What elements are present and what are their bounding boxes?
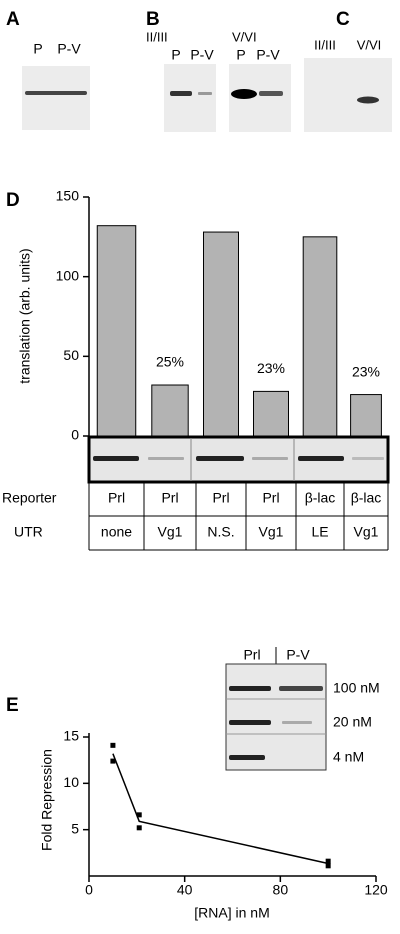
inset-lane-label: P-V xyxy=(286,647,310,663)
panel-label: E xyxy=(6,695,19,716)
point xyxy=(136,825,142,831)
gel-band xyxy=(93,456,139,461)
line xyxy=(112,753,329,865)
gel xyxy=(22,66,90,130)
gel xyxy=(164,64,216,132)
point xyxy=(325,858,331,864)
inset-row-label: 20 nM xyxy=(333,714,372,730)
gel-band xyxy=(279,686,323,691)
table-cell: LE xyxy=(311,524,328,540)
gel-band xyxy=(25,91,87,95)
panel-label: C xyxy=(336,9,350,30)
gel-band xyxy=(170,91,192,96)
table-cell: N.S. xyxy=(207,524,234,540)
x-tick-label: 120 xyxy=(364,882,388,898)
gel-band xyxy=(259,91,283,96)
y-tick-label: 50 xyxy=(63,347,79,363)
point xyxy=(110,758,116,764)
gel-band xyxy=(148,457,184,460)
inset-lane-label: Prl xyxy=(243,647,260,663)
bar xyxy=(302,236,338,437)
lane-label: P xyxy=(33,41,42,57)
gel-band xyxy=(229,755,265,760)
point xyxy=(325,863,331,869)
table-cell: β-lac xyxy=(305,490,336,506)
group-label: II/III xyxy=(146,29,168,44)
y-tick-label: 15 xyxy=(63,728,79,744)
inset-gel xyxy=(225,663,327,771)
gel-band xyxy=(229,686,271,691)
y-tick-label: 0 xyxy=(71,427,79,443)
group-label: V/VI xyxy=(232,29,257,44)
panel-label: B xyxy=(146,9,160,30)
table-cell: Vg1 xyxy=(354,524,379,540)
inset-row-label: 4 nM xyxy=(333,749,364,765)
table-cell: Prl xyxy=(212,490,229,506)
point xyxy=(136,812,142,818)
x-tick-label: 80 xyxy=(273,882,289,898)
y-axis-label: Fold Repression xyxy=(39,749,55,851)
gel-band xyxy=(298,456,344,461)
table-cell: Prl xyxy=(161,490,178,506)
y-tick-label: 10 xyxy=(63,774,79,790)
table-cell: Prl xyxy=(108,490,125,506)
panel-label: D xyxy=(6,190,20,211)
lane-label: P xyxy=(171,47,180,63)
row-label: UTR xyxy=(14,524,43,540)
gel-band xyxy=(352,457,384,460)
gel-band xyxy=(198,92,212,95)
panel-label: A xyxy=(6,9,20,30)
bar xyxy=(203,231,239,437)
point xyxy=(110,742,116,748)
annotation: 23% xyxy=(352,363,380,379)
lane-label: P xyxy=(236,47,245,63)
x-axis-label: [RNA] in nM xyxy=(194,905,269,921)
inset-row-label: 100 nM xyxy=(333,680,380,696)
table-cell: Prl xyxy=(262,490,279,506)
annotation: 25% xyxy=(156,354,184,370)
row-label: Reporter xyxy=(2,490,57,506)
lane-label: P-V xyxy=(256,47,280,63)
gel-band xyxy=(229,720,271,725)
lane-label: V/VI xyxy=(357,37,382,52)
gel xyxy=(304,58,392,132)
gel-band xyxy=(282,721,312,724)
gel-band xyxy=(196,456,244,461)
gel-band xyxy=(357,96,379,104)
lane-label: P-V xyxy=(190,47,214,63)
bar xyxy=(253,390,289,437)
y-tick-label: 5 xyxy=(71,820,79,836)
bar xyxy=(96,225,137,437)
x-tick-label: 0 xyxy=(85,882,93,898)
x-tick-label: 40 xyxy=(177,882,193,898)
table-cell: β-lac xyxy=(351,490,382,506)
table-cell: Vg1 xyxy=(158,524,183,540)
gel-band xyxy=(252,457,288,460)
lane-label: P-V xyxy=(57,41,81,57)
table-cell: Vg1 xyxy=(259,524,284,540)
bar xyxy=(350,394,382,437)
table-cell: none xyxy=(101,524,132,540)
gel-band xyxy=(231,89,257,99)
y-tick-label: 100 xyxy=(56,267,80,283)
bar xyxy=(151,384,189,437)
y-tick-label: 150 xyxy=(56,188,80,204)
annotation: 23% xyxy=(257,360,285,376)
lane-label: II/III xyxy=(314,37,336,52)
y-axis-label: translation (arb. units) xyxy=(17,248,33,383)
